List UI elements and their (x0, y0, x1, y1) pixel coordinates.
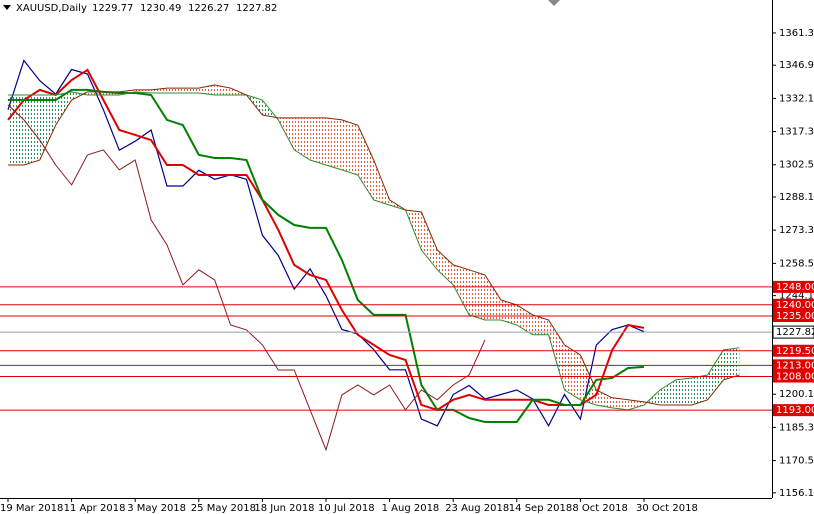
y-tick-label: 1258.50 (779, 258, 814, 269)
cloud-down (628, 399, 644, 410)
last-price-box (772, 325, 814, 339)
ohlc-value: 1230.49 (140, 3, 181, 14)
level-label-box (773, 298, 814, 311)
level-label: 1240.00 (776, 300, 814, 311)
x-tick-label: 8 Oct 2018 (572, 503, 627, 514)
x-tick-label: 3 May 2018 (127, 503, 186, 514)
y-tick-label: 1185.30 (779, 422, 814, 433)
y-tick-label: 1200.10 (779, 389, 814, 400)
x-tick-label: 18 Jun 2018 (254, 503, 314, 514)
y-tick-label: 1361.30 (779, 28, 814, 39)
cloud-down (453, 264, 470, 315)
cloud-down (500, 299, 517, 325)
cloud-up (723, 347, 740, 380)
level-label: 1213.00 (776, 360, 814, 371)
cloud-down (437, 249, 454, 285)
shift-marker (548, 0, 560, 6)
cloud-down (532, 314, 549, 335)
x-tick-label: 25 May 2018 (191, 503, 256, 514)
y-tick-label: 1302.50 (779, 160, 814, 171)
cloud-down (151, 88, 167, 94)
y-tick-label: 1332.10 (779, 93, 814, 104)
x-tick-label: 23 Aug 2018 (445, 503, 509, 514)
price-line (7, 59, 645, 428)
cloud-down (182, 88, 199, 94)
ohlc-value: 1227.82 (236, 3, 277, 14)
cloud-up (39, 95, 56, 161)
cloud-down (310, 117, 326, 165)
ohlc-value: 1226.27 (188, 3, 229, 14)
y-tick-label: 1273.30 (779, 225, 814, 236)
kijun-line (8, 88, 645, 423)
level-label-box (773, 344, 814, 357)
cloud-up (659, 379, 676, 405)
level-label-box (773, 359, 814, 372)
level-label-box (773, 280, 814, 293)
cloud-down (326, 117, 342, 170)
cloud-up (707, 349, 724, 400)
cloud-down (341, 119, 358, 176)
y-tick-label: 1288.10 (779, 192, 814, 203)
x-tick-label: 30 Oct 2018 (636, 503, 698, 514)
cloud-up (71, 91, 88, 100)
x-tick-label: 1 Aug 2018 (382, 503, 440, 514)
x-tick-label: 11 Apr 2018 (64, 503, 126, 514)
y-tick-label: 1170.50 (779, 456, 814, 467)
cloud-down (564, 344, 581, 400)
tenkan-line (7, 68, 645, 411)
x-tick-label: 14 Sep 2018 (509, 503, 572, 514)
cloud-down (596, 389, 613, 408)
cloud-down (421, 212, 438, 270)
plot-area (7, 59, 740, 452)
cloud-up (691, 374, 708, 405)
x-tick-label: 10 Jul 2018 (318, 503, 375, 514)
cloud-up (55, 91, 72, 126)
chart-title: XAUUSD,Daily (16, 3, 87, 14)
level-label: 1248.00 (776, 282, 814, 293)
level-label-box (773, 370, 814, 383)
level-label-box (773, 404, 814, 417)
level-label: 1219.50 (776, 346, 814, 357)
ohlc-value: 1229.77 (92, 3, 133, 14)
cloud-down (294, 117, 311, 161)
span-b-line (8, 84, 740, 406)
cloud-down (548, 320, 565, 390)
level-label-box (773, 310, 814, 323)
menu-arrow[interactable] (3, 5, 11, 10)
cloud-down (485, 274, 501, 321)
level-label: 1193.00 (776, 405, 814, 416)
cloud-down (612, 397, 629, 410)
span-a-line (8, 91, 740, 411)
y-tick-label: 1317.30 (779, 127, 814, 138)
cloud-up (675, 377, 692, 405)
y-tick-label: 1244.10 (779, 291, 814, 302)
last-price-label: 1227.82 (776, 327, 814, 338)
cloud-up (8, 95, 24, 165)
cloud-down (469, 269, 485, 321)
cloud-down (167, 88, 183, 94)
y-tick-label: 1156.10 (779, 488, 814, 499)
level-label: 1235.00 (776, 311, 814, 322)
x-tick-label: 19 Mar 2018 (0, 503, 63, 514)
y-tick-label: 1346.90 (779, 60, 814, 71)
level-label: 1208.00 (776, 372, 814, 383)
